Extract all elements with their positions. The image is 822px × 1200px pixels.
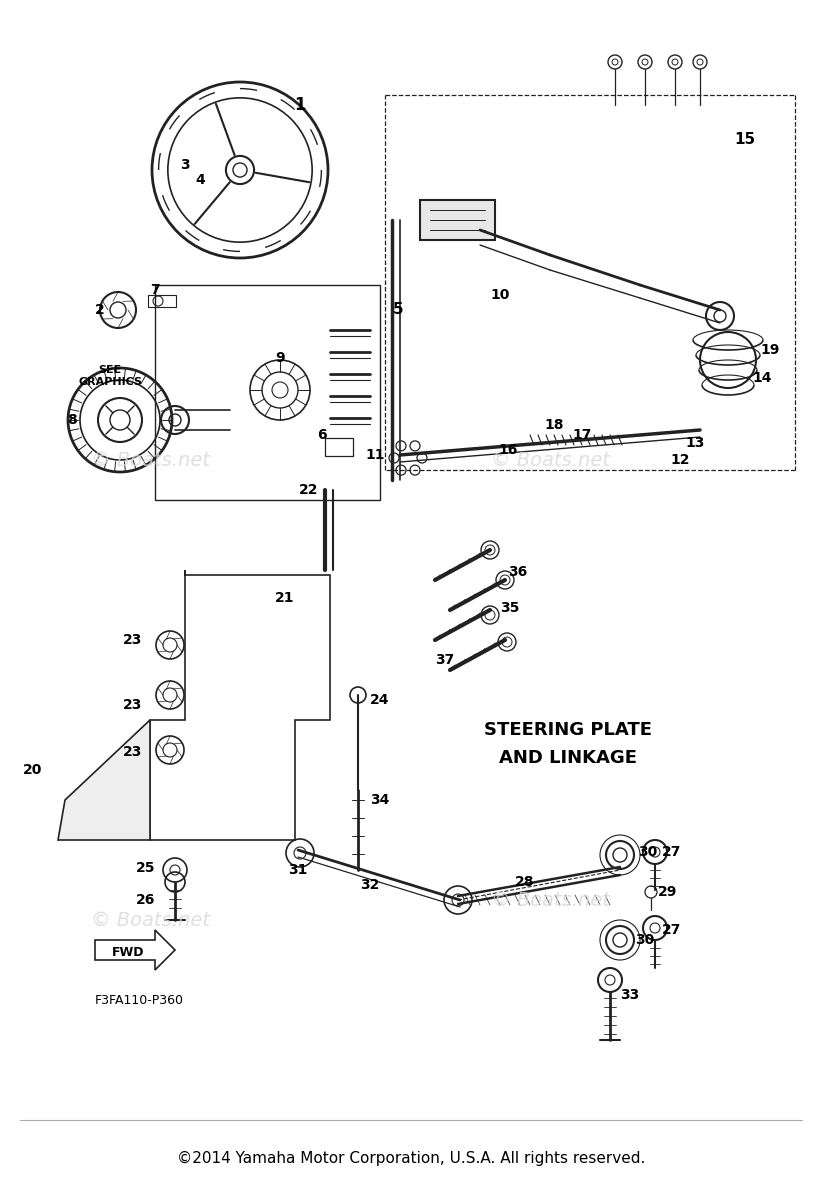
Text: 23: 23 [122, 634, 142, 647]
Text: 34: 34 [370, 793, 390, 806]
Text: 14: 14 [752, 371, 772, 385]
Text: AND LINKAGE: AND LINKAGE [499, 749, 637, 767]
Text: 20: 20 [23, 763, 42, 778]
Text: 3: 3 [180, 158, 190, 172]
Text: 11: 11 [366, 448, 385, 462]
Polygon shape [155, 284, 380, 500]
Bar [148, 295, 176, 307]
Text: © Boats.net: © Boats.net [90, 911, 210, 930]
Polygon shape [58, 720, 150, 840]
Text: 16: 16 [498, 443, 518, 457]
Text: 35: 35 [501, 601, 520, 614]
Text: 10: 10 [490, 288, 510, 302]
Text: 4: 4 [195, 173, 205, 187]
Polygon shape [95, 930, 175, 970]
Text: 27: 27 [663, 923, 681, 937]
Text: 30: 30 [635, 934, 654, 947]
Text: 22: 22 [298, 482, 318, 497]
Text: © Boats.net: © Boats.net [491, 890, 609, 910]
Text: 1: 1 [294, 96, 306, 114]
Text: 37: 37 [436, 653, 455, 667]
Text: 7: 7 [150, 283, 159, 296]
Text: 33: 33 [621, 988, 640, 1002]
Text: 23: 23 [122, 698, 142, 712]
Text: 17: 17 [572, 428, 592, 442]
Text: FWD: FWD [112, 946, 144, 959]
Text: 15: 15 [734, 132, 755, 148]
Text: 25: 25 [136, 862, 155, 875]
Bar [420, 200, 495, 240]
Polygon shape [150, 570, 330, 840]
Text: 29: 29 [658, 886, 677, 899]
Text: 23: 23 [122, 745, 142, 758]
Text: STEERING PLATE: STEERING PLATE [484, 721, 652, 739]
Text: © Boats.net: © Boats.net [491, 450, 609, 469]
Bar [325, 438, 353, 456]
Text: 2: 2 [95, 302, 105, 317]
Text: 12: 12 [670, 452, 690, 467]
Text: 31: 31 [289, 863, 307, 877]
Text: 8: 8 [67, 413, 77, 427]
Text: 27: 27 [663, 845, 681, 859]
Text: 5: 5 [393, 302, 404, 318]
Text: 18: 18 [544, 418, 564, 432]
Text: SEE
GRAPHICS: SEE GRAPHICS [78, 365, 142, 386]
Text: 32: 32 [360, 878, 380, 892]
Text: 13: 13 [686, 436, 704, 450]
Text: 30: 30 [639, 845, 658, 859]
Text: 21: 21 [275, 590, 295, 605]
Text: 36: 36 [508, 565, 528, 578]
Text: 28: 28 [515, 875, 535, 889]
Text: 19: 19 [760, 343, 780, 358]
Text: 6: 6 [317, 428, 327, 442]
Text: F3FA110-P360: F3FA110-P360 [95, 994, 184, 1007]
Text: © Boats.net: © Boats.net [90, 450, 210, 469]
Text: 26: 26 [136, 893, 155, 907]
Text: ©2014 Yamaha Motor Corporation, U.S.A. All rights reserved.: ©2014 Yamaha Motor Corporation, U.S.A. A… [177, 1151, 645, 1165]
Text: 9: 9 [275, 350, 284, 365]
Text: 24: 24 [370, 692, 390, 707]
